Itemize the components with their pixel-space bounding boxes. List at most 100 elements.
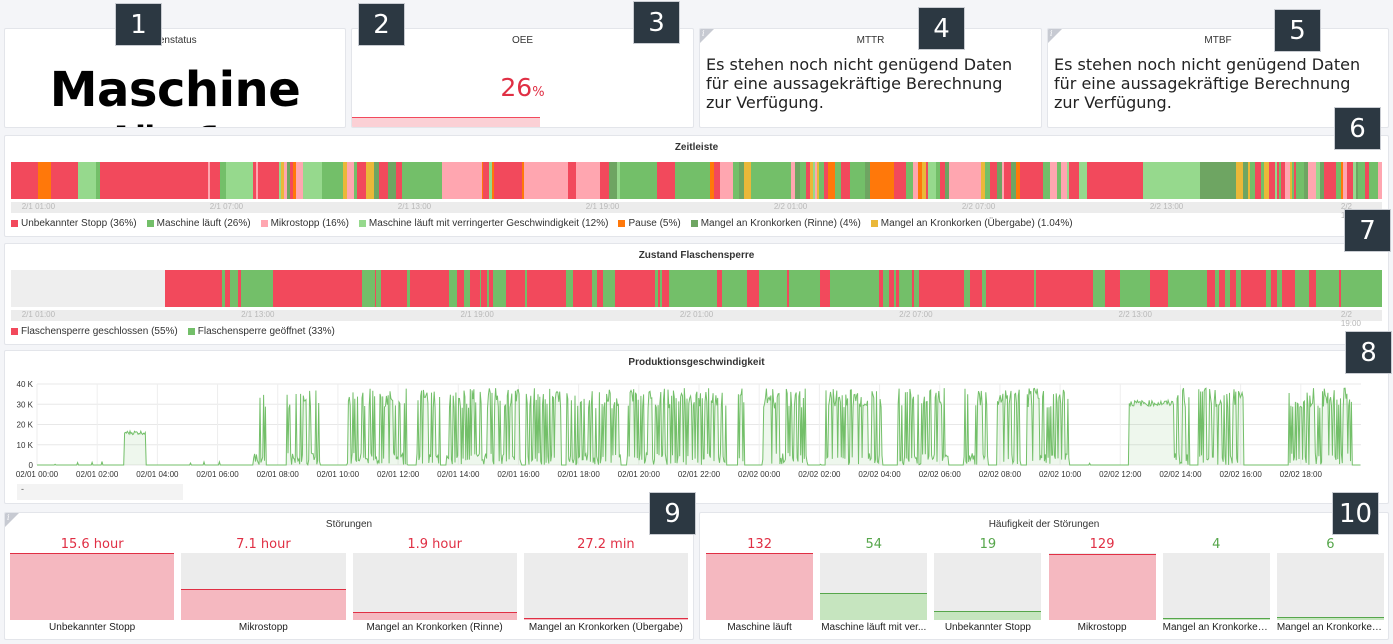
timeline-segment[interactable] xyxy=(602,270,609,307)
timeline-segment[interactable] xyxy=(524,162,546,199)
timeline-segment[interactable] xyxy=(720,162,726,199)
timeline-segment[interactable] xyxy=(827,162,832,199)
timeline-segment[interactable] xyxy=(501,270,507,307)
haeufigkeit-panel[interactable]: Häufigkeit der Störungen 132 Maschine läu… xyxy=(699,512,1389,640)
timeline-segment[interactable] xyxy=(216,270,223,307)
timeline-segment[interactable] xyxy=(296,162,303,199)
timeline-segment[interactable] xyxy=(1081,270,1085,307)
timeline-segment[interactable] xyxy=(1288,270,1296,307)
timeline-segment[interactable] xyxy=(211,270,217,307)
timeline-segment[interactable] xyxy=(1211,270,1216,307)
machine-status-panel[interactable]: nenstatus Maschine läuft xyxy=(4,28,346,128)
timeline-segment[interactable] xyxy=(714,162,721,199)
timeline-segment[interactable] xyxy=(378,162,383,199)
timeline-segment[interactable] xyxy=(441,162,447,199)
timeline-segment[interactable] xyxy=(976,270,983,307)
gauge-bar[interactable] xyxy=(1162,553,1270,620)
timeline-segment[interactable] xyxy=(1150,270,1153,307)
timeline-segment[interactable] xyxy=(1051,270,1055,307)
timeline-segment[interactable] xyxy=(512,270,517,307)
timeline-segment[interactable] xyxy=(1101,270,1106,307)
timeline-segment[interactable] xyxy=(241,270,274,307)
timeline-segment[interactable] xyxy=(1215,270,1219,307)
timeline-segment[interactable] xyxy=(403,270,408,307)
timeline-segment[interactable] xyxy=(1353,162,1357,199)
timeline-segment[interactable] xyxy=(481,270,487,307)
legend-item[interactable]: Maschine läuft (26%) xyxy=(146,218,251,229)
timeline-segment[interactable] xyxy=(1315,270,1339,307)
timeline-segment[interactable] xyxy=(273,270,309,307)
timeline-segment[interactable] xyxy=(382,162,389,199)
timeline-segment[interactable] xyxy=(781,270,785,307)
timeline-segment[interactable] xyxy=(226,162,254,199)
timeline-segment[interactable] xyxy=(1336,162,1341,199)
timeline-segment[interactable] xyxy=(224,270,230,307)
timeline-segment[interactable] xyxy=(1277,270,1283,307)
timeline-segment[interactable] xyxy=(936,162,940,199)
timeline-segment[interactable] xyxy=(983,270,986,307)
timeline-segment[interactable] xyxy=(1330,162,1337,199)
timeline-segment[interactable] xyxy=(463,270,470,307)
timeline-segment[interactable] xyxy=(1031,270,1035,307)
timeline-segment[interactable] xyxy=(1122,162,1143,199)
timeline-segment[interactable] xyxy=(376,270,381,307)
timeline-segment[interactable] xyxy=(1011,162,1016,199)
timeline-segment[interactable] xyxy=(912,162,919,199)
timeline-segment[interactable] xyxy=(849,162,866,199)
timeline-segment[interactable] xyxy=(1339,270,1341,307)
timeline-segment[interactable] xyxy=(1278,162,1281,199)
timeline-segment[interactable] xyxy=(489,270,494,307)
timeline-segment[interactable] xyxy=(51,162,79,199)
timeline-segment[interactable] xyxy=(337,162,343,199)
timeline-segment[interactable] xyxy=(1079,162,1087,199)
series-line[interactable] xyxy=(37,387,1361,467)
timeline-segment[interactable] xyxy=(1275,162,1277,199)
production-speed-chart[interactable]: 0 10 K 20 K 30 K 40 K 02/01 00:00 02/01 02:00 0… xyxy=(5,351,1389,504)
timeline-segment[interactable] xyxy=(663,270,670,307)
timeline-segment[interactable] xyxy=(654,270,658,307)
legend-item[interactable]: Mangel an Kronkorken (Rinne) (4%) xyxy=(690,218,861,229)
timeline-segment[interactable] xyxy=(37,162,52,199)
timeline-segment[interactable] xyxy=(474,270,478,307)
timeline-segment[interactable] xyxy=(705,162,711,199)
timeline-segment[interactable] xyxy=(95,162,100,199)
timeline-segment[interactable] xyxy=(493,270,497,307)
timeline-segment[interactable] xyxy=(1249,162,1256,199)
timeline-segment[interactable] xyxy=(222,270,225,307)
timeline-segment[interactable] xyxy=(619,162,657,199)
timeline-segment[interactable] xyxy=(1015,162,1018,199)
timeline-segment[interactable] xyxy=(1364,162,1369,199)
timeline-segment[interactable] xyxy=(1084,270,1090,307)
timeline-segment[interactable] xyxy=(483,162,490,199)
timeline-segment[interactable] xyxy=(209,162,215,199)
timeline-segment[interactable] xyxy=(1300,162,1305,199)
timeline-segment[interactable] xyxy=(883,270,890,307)
timeline-segment[interactable] xyxy=(566,270,573,307)
timeline-segment[interactable] xyxy=(486,270,490,307)
timeline-segment[interactable] xyxy=(281,162,285,199)
timeline-segment[interactable] xyxy=(922,162,927,199)
timeline-segment[interactable] xyxy=(284,162,287,199)
timeline-segment[interactable] xyxy=(1292,162,1295,199)
timeline-segment[interactable] xyxy=(948,162,982,199)
timeline-segment[interactable] xyxy=(744,270,748,307)
timeline-segment[interactable] xyxy=(1096,270,1102,307)
timeline-segment[interactable] xyxy=(388,162,397,199)
timeline-segment[interactable] xyxy=(525,270,527,307)
timeline-segment[interactable] xyxy=(751,270,755,307)
timeline-segment[interactable] xyxy=(448,270,452,307)
timeline-segment[interactable] xyxy=(1294,162,1297,199)
timeline-segment[interactable] xyxy=(1356,162,1359,199)
timeline-segment[interactable] xyxy=(1105,270,1112,307)
timeline-segment[interactable] xyxy=(669,270,674,307)
timeline-segment[interactable] xyxy=(1113,270,1120,307)
legend-item[interactable]: Flaschensperre geschlossen (55%) xyxy=(11,326,178,337)
gauge-bar[interactable] xyxy=(1276,553,1384,620)
timeline-segment[interactable] xyxy=(456,270,460,307)
timeline-segment[interactable] xyxy=(1061,162,1067,199)
timeline-segment[interactable] xyxy=(904,270,907,307)
timeline-segment[interactable] xyxy=(906,162,913,199)
timeline-segment[interactable] xyxy=(1056,162,1062,199)
timeline-segment[interactable] xyxy=(981,162,985,199)
timeline-segment[interactable] xyxy=(1068,162,1074,199)
